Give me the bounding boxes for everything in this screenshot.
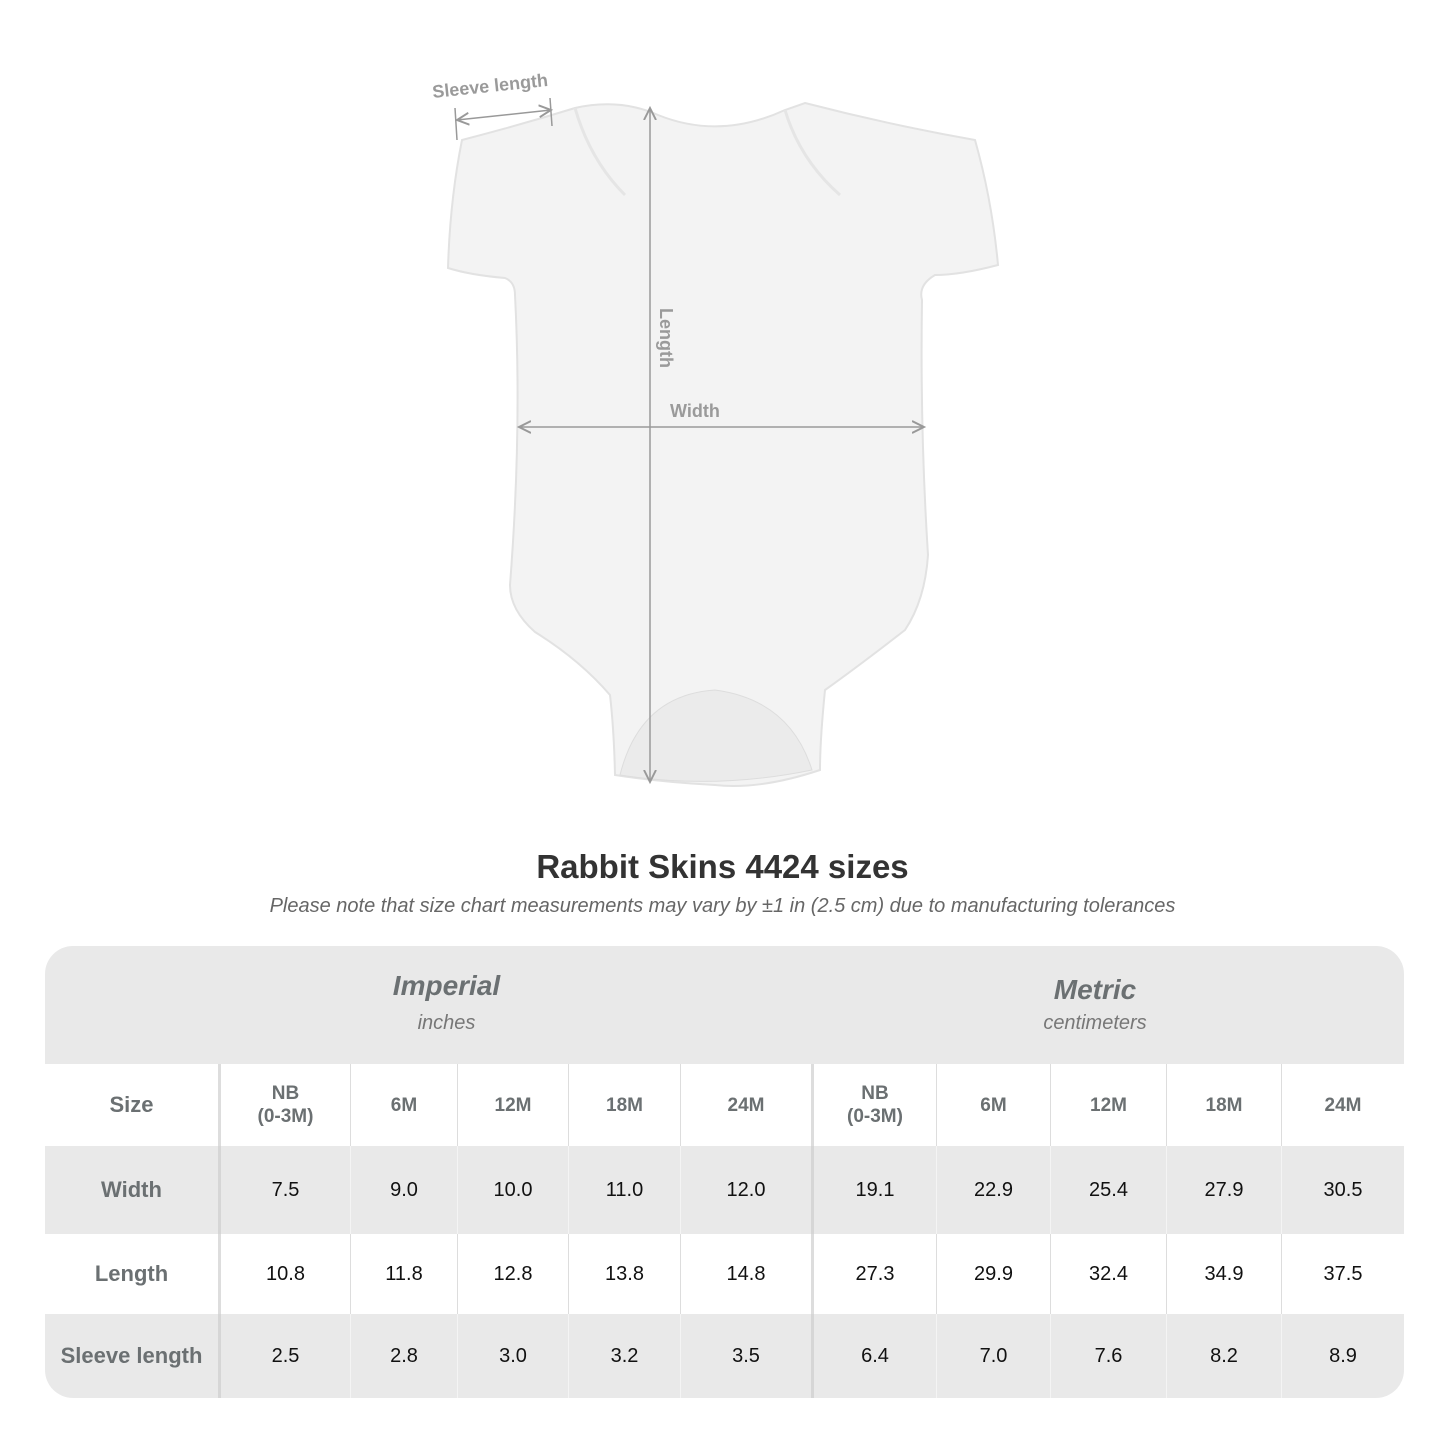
page-title: Rabbit Skins 4424 sizes bbox=[536, 848, 909, 885]
size-header-row: Size NB (0-3M) 6M 12M 18M 24M NB (0-3M) 6M 12M 18… bbox=[45, 1064, 1404, 1146]
width-label: Width bbox=[670, 401, 720, 421]
value-cell: 2.5 bbox=[218, 1314, 350, 1398]
value-cell: 6.4 bbox=[811, 1314, 936, 1398]
value-cell: 25.4 bbox=[1050, 1146, 1166, 1234]
value-cell: 11.8 bbox=[350, 1234, 457, 1314]
size-header-cell: 18M bbox=[568, 1064, 680, 1146]
value-cell: 8.9 bbox=[1281, 1314, 1404, 1398]
sleeve-length-label: Sleeve length bbox=[431, 70, 549, 102]
value-cell: 19.1 bbox=[811, 1146, 936, 1234]
value-cell: 27.9 bbox=[1166, 1146, 1281, 1234]
size-header-cell: 6M bbox=[350, 1064, 457, 1146]
size-header-cell: NB (0-3M) bbox=[218, 1064, 350, 1146]
table-row: Width 7.5 9.0 10.0 11.0 12.0 19.1 22.9 25.4 27.9 3… bbox=[45, 1146, 1404, 1234]
metric-unit: centimeters bbox=[1043, 1012, 1147, 1034]
value-cell: 7.5 bbox=[218, 1146, 350, 1234]
value-cell: 7.0 bbox=[936, 1314, 1050, 1398]
table-row: Sleeve length 2.5 2.8 3.0 3.2 3.5 6.4 7.0 7.6 8.2… bbox=[45, 1314, 1404, 1398]
imperial-title: Imperial bbox=[392, 970, 501, 1001]
row-label: Width bbox=[101, 1177, 162, 1202]
value-cell: 9.0 bbox=[350, 1146, 457, 1234]
size-header-cell: 18M bbox=[1166, 1064, 1281, 1146]
row-label: Length bbox=[94, 1261, 169, 1286]
size-header-cell: 24M bbox=[1281, 1064, 1404, 1146]
imperial-unit: inches bbox=[417, 1012, 476, 1034]
value-cell: 29.9 bbox=[936, 1234, 1050, 1314]
value-cell: 12.8 bbox=[457, 1234, 568, 1314]
row-label: Sleeve length bbox=[60, 1343, 203, 1368]
value-cell: 13.8 bbox=[568, 1234, 680, 1314]
size-label: Size bbox=[109, 1092, 154, 1117]
value-cell: 3.2 bbox=[568, 1314, 680, 1398]
onesie-shape bbox=[446, 101, 1000, 787]
length-measure: Length bbox=[650, 108, 676, 782]
size-header-cell: 12M bbox=[1050, 1064, 1166, 1146]
value-cell: 10.8 bbox=[218, 1234, 350, 1314]
value-cell: 3.5 bbox=[680, 1314, 811, 1398]
value-cell: 30.5 bbox=[1281, 1146, 1404, 1234]
value-cell: 37.5 bbox=[1281, 1234, 1404, 1314]
value-cell: 12.0 bbox=[680, 1146, 811, 1234]
size-header-cell: 24M bbox=[680, 1064, 811, 1146]
metric-title: Metric bbox=[1053, 974, 1137, 1005]
value-cell: 11.0 bbox=[568, 1146, 680, 1234]
size-header-cell: 12M bbox=[457, 1064, 568, 1146]
value-cell: 32.4 bbox=[1050, 1234, 1166, 1314]
value-cell: 3.0 bbox=[457, 1314, 568, 1398]
table-row: Length 10.8 11.8 12.8 13.8 14.8 27.3 29.9 32.4 34… bbox=[45, 1234, 1404, 1314]
onesie-diagram: Sleeve length Length Width bbox=[431, 70, 1000, 787]
value-cell: 22.9 bbox=[936, 1146, 1050, 1234]
value-cell: 10.0 bbox=[457, 1146, 568, 1234]
size-header-cell: 6M bbox=[936, 1064, 1050, 1146]
value-cell: 8.2 bbox=[1166, 1314, 1281, 1398]
value-cell: 7.6 bbox=[1050, 1314, 1166, 1398]
value-cell: 27.3 bbox=[811, 1234, 936, 1314]
tolerance-note: Please note that size chart measurements… bbox=[269, 895, 1176, 917]
size-table: Imperial inches Metric centimeters Size N… bbox=[45, 946, 1404, 1398]
value-cell: 2.8 bbox=[350, 1314, 457, 1398]
value-cell: 14.8 bbox=[680, 1234, 811, 1314]
width-measure: Width bbox=[519, 401, 924, 427]
metric-header: Metric centimeters bbox=[811, 974, 1379, 1035]
imperial-header: Imperial inches bbox=[45, 970, 848, 1035]
length-label: Length bbox=[656, 308, 676, 368]
unit-header: Imperial inches Metric centimeters bbox=[45, 946, 1404, 1064]
value-cell: 34.9 bbox=[1166, 1234, 1281, 1314]
size-header-cell: NB (0-3M) bbox=[811, 1064, 936, 1146]
